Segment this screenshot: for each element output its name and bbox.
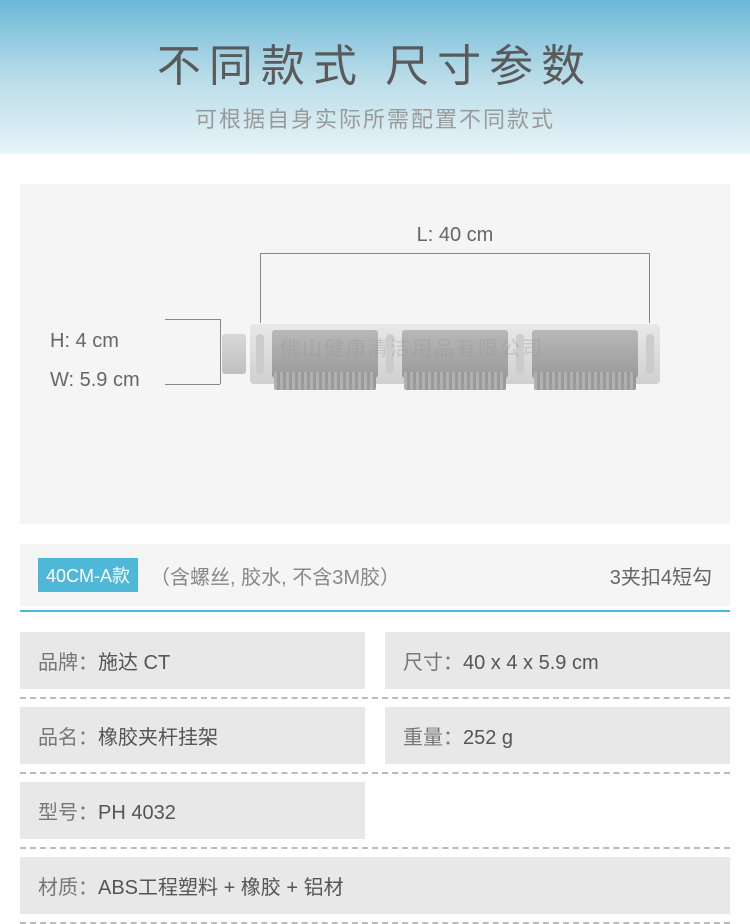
dimension-length: L: 40 cm [260,224,650,254]
variant-description: （含螺丝, 胶水, 不含3M胶） [150,561,400,590]
spec-value: 40 x 4 x 5.9 cm [463,652,599,674]
hook-icon [256,334,264,374]
spec-material: 材质：ABS工程塑料 + 橡胶 + 铝材 [20,857,730,914]
dimension-guide [220,319,221,384]
spec-label: 尺寸： [403,652,463,674]
clip-icon [532,330,638,378]
spec-name: 品名：橡胶夹杆挂架 [20,707,365,764]
spec-value: 施达 CT [98,652,170,674]
dashed-divider [20,847,730,849]
spec-size: 尺寸：40 x 4 x 5.9 cm [385,632,730,689]
dimension-line-horizontal [260,253,650,254]
spec-label: 材质： [38,877,98,899]
dimension-diagram: L: 40 cm 佛山健康清洁用品有限公司 H: 4 cm W: 5.9 cm [20,184,730,524]
spec-weight: 重量：252 g [385,707,730,764]
length-label: L: 40 cm [417,224,494,246]
accent-divider [20,610,730,612]
dimension-guide [165,384,220,385]
variant-config: 3夹扣4短勾 [610,561,712,590]
page-title: 不同款式 尺寸参数 [40,30,710,94]
spec-label: 型号： [38,802,98,824]
spec-brand: 品牌：施达 CT [20,632,365,689]
spec-value: 橡胶夹杆挂架 [98,727,218,749]
dimension-side-labels: H: 4 cm W: 5.9 cm [50,314,140,408]
page-subtitle: 可根据自身实际所需配置不同款式 [40,102,710,134]
dashed-divider [20,772,730,774]
spec-value: 252 g [463,727,513,749]
header-banner: 不同款式 尺寸参数 可根据自身实际所需配置不同款式 [0,0,750,154]
variant-badge: 40CM-A款 [38,558,138,592]
variant-info-row: 40CM-A款 （含螺丝, 胶水, 不含3M胶） 3夹扣4短勾 [20,544,730,606]
hook-icon [646,334,654,374]
spec-value: ABS工程塑料 + 橡胶 + 铝材 [98,877,344,899]
spec-label: 重量： [403,727,463,749]
spec-label: 品名： [38,727,98,749]
spec-table: 品牌：施达 CT 尺寸：40 x 4 x 5.9 cm 品名：橡胶夹杆挂架 重量… [20,632,730,924]
height-label: H: 4 cm [50,330,140,353]
spec-model: 型号：PH 4032 [20,782,365,839]
watermark-text: 佛山健康清洁用品有限公司 [280,332,544,361]
dashed-divider [20,697,730,699]
spec-label: 品牌： [38,652,98,674]
width-label: W: 5.9 cm [50,369,140,392]
dimension-guide [165,319,220,320]
spec-value: PH 4032 [98,802,176,824]
